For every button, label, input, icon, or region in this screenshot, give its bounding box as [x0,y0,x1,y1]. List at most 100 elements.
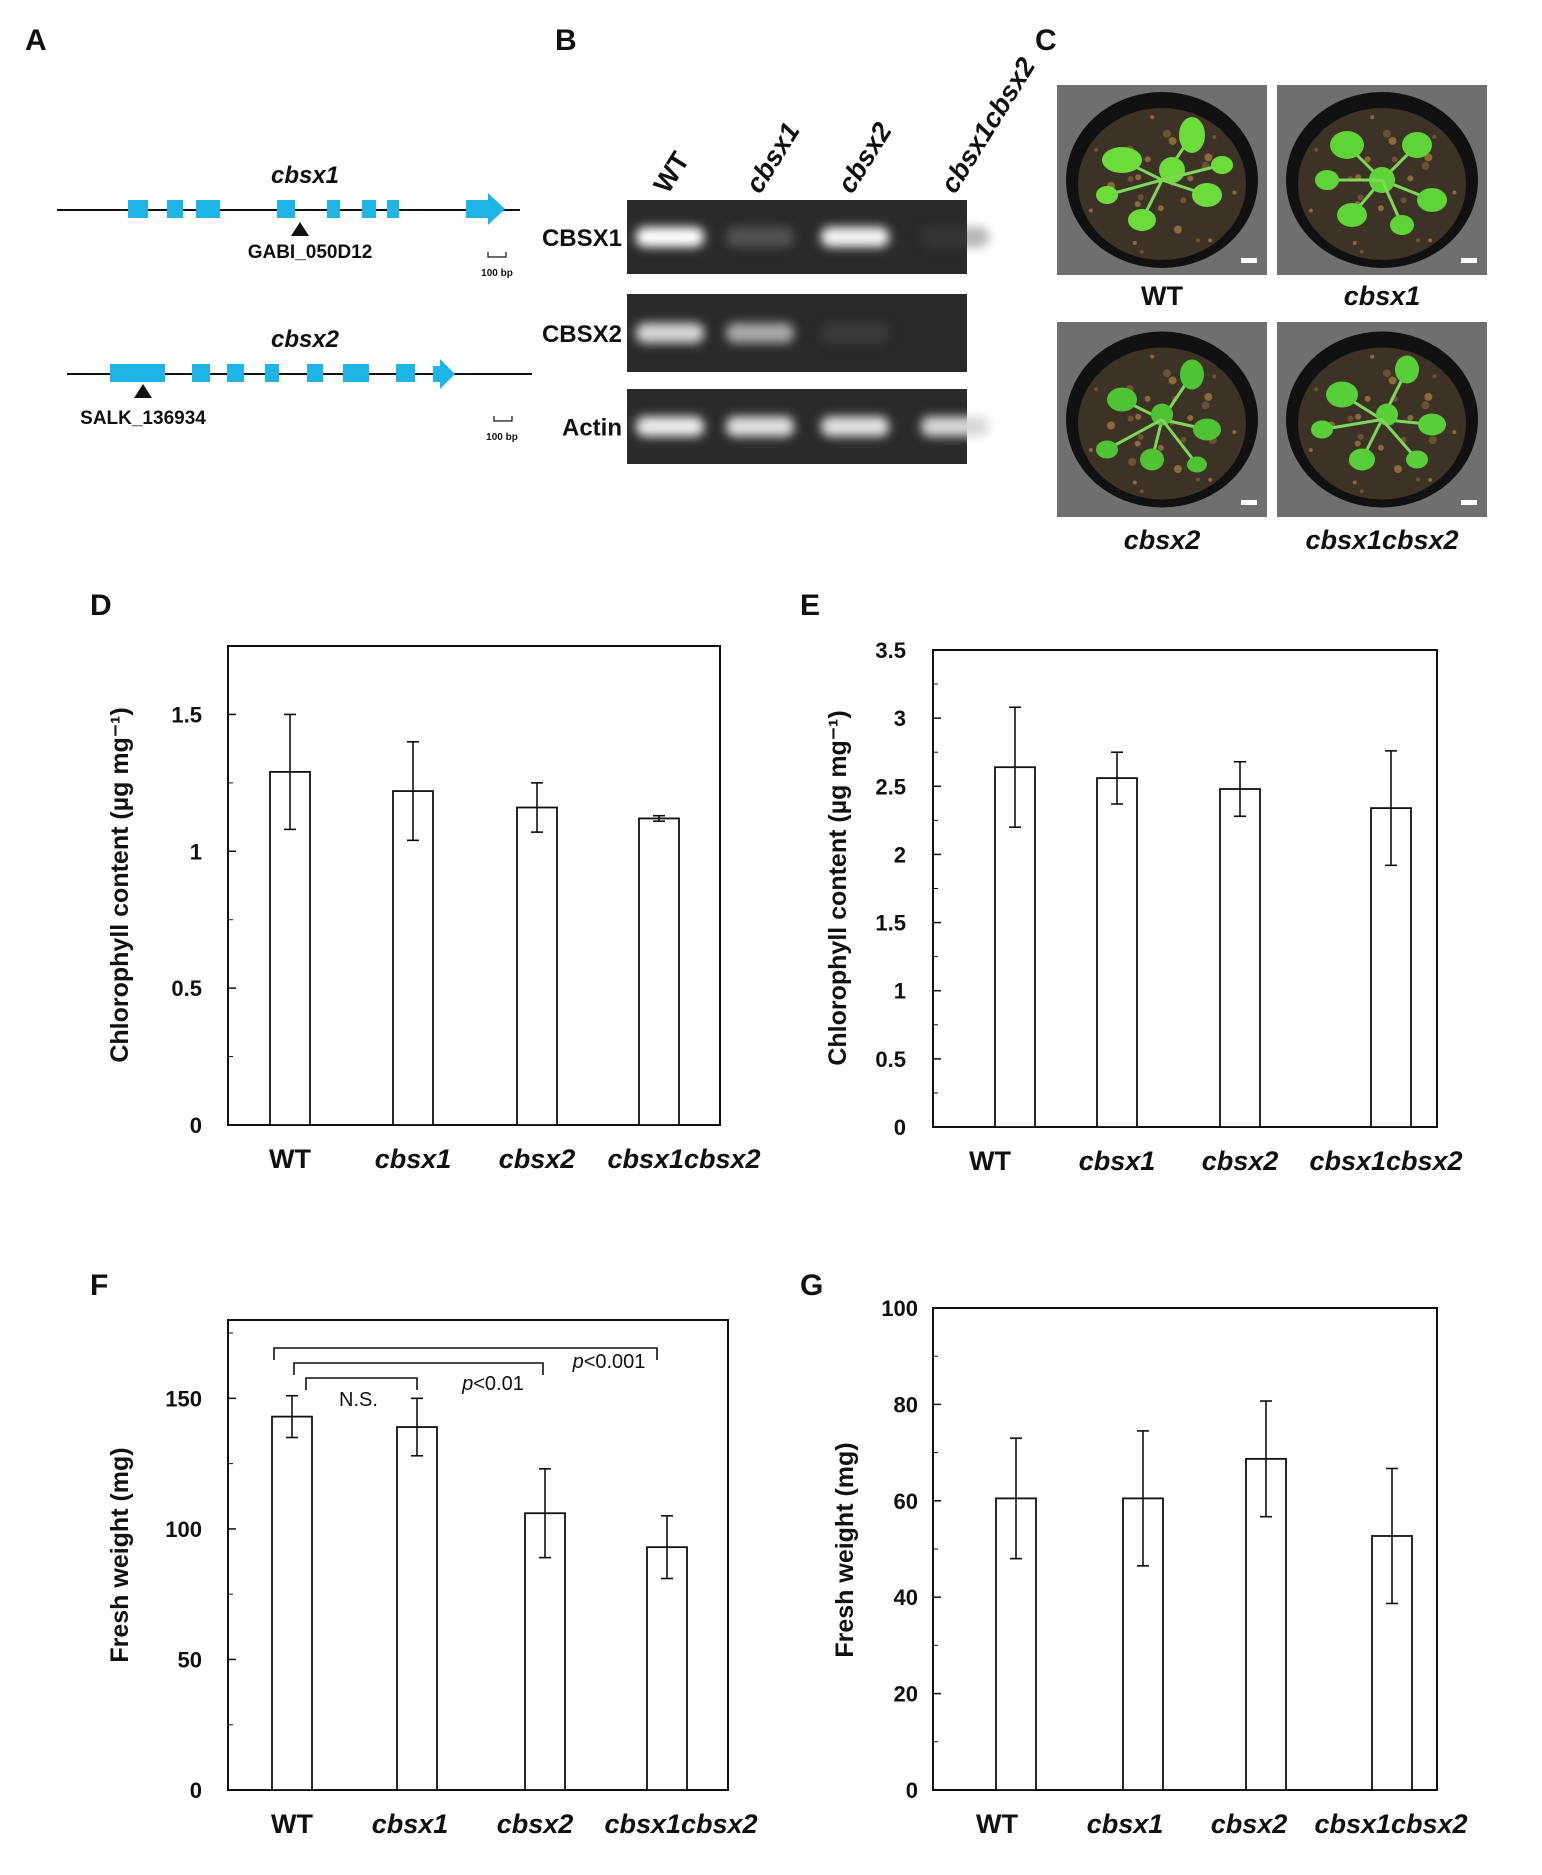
error-bar [411,1397,423,1457]
scale-bar [1461,258,1477,263]
category-label: cbsx2 [497,1809,574,1839]
soil-particle [1424,392,1433,401]
soil-particle [1377,444,1384,451]
leaf [1376,403,1398,426]
soil-particle [1432,134,1437,139]
soil-particle [1204,153,1213,162]
plant-label: cbsx2 [1124,525,1201,555]
soil-particle [1208,238,1213,243]
leaf [1311,420,1333,439]
category-label: WT [269,1144,311,1174]
gel-band [821,323,889,343]
soil-particle [1162,129,1171,138]
significance-label: N.S. [339,1389,378,1411]
significance-bracket: N.S. [305,1377,418,1411]
error-bar [1009,706,1021,828]
error-bar [1111,751,1123,805]
soil-particle [1127,415,1134,422]
gel-lane-label: cbsx1 [740,117,806,198]
leaf [1102,147,1142,173]
soil-particle [1187,414,1194,421]
y-tick-label: 2.5 [875,774,906,799]
soil-particle [1364,156,1371,163]
y-tick-label: 60 [894,1489,918,1514]
soil-particle [1421,401,1430,410]
soil-particle [1204,392,1213,401]
leaf [1211,156,1233,174]
bar-WT [269,771,311,1126]
gel-band [821,227,889,247]
y-tick-label: 40 [894,1585,918,1610]
y-tick-label: 0 [190,1113,202,1138]
significance-bracket: p<0.001 [273,1347,658,1373]
soil-particle [1393,464,1402,473]
panel-letter-g: G [800,1269,823,1302]
gel-band [726,227,794,247]
soil-particle [1370,115,1375,120]
gel-band [921,416,989,437]
soil-particle [1359,489,1364,494]
soil-particle [1416,238,1420,243]
error-bar [1137,1430,1149,1567]
error-bar [1234,760,1246,818]
leaf [1187,456,1207,473]
plot-frame [227,1319,729,1791]
gene-name-cbsx2: cbsx2 [271,326,340,353]
scale-bar [1461,500,1477,505]
plant-photo-cbsx1cbsx2: cbsx1cbsx2 [1277,322,1487,555]
soil-particle [1173,225,1182,234]
leaf [1395,355,1419,384]
soil-particle [1357,433,1364,440]
bar-cbsx1 [392,790,434,1126]
significance-bracket: p<0.01 [293,1362,544,1395]
error-bar [539,1468,551,1559]
y-tick-label: 2 [894,842,906,867]
bar-cbsx1 [1096,777,1138,1128]
gel-row-label: CBSX1 [542,225,622,252]
soil-particle [1208,477,1213,482]
soil-particle [1094,147,1099,152]
error-bar [286,1394,298,1439]
category-label: cbsx1cbsx2 [604,1809,757,1839]
soil-particle [1162,369,1171,378]
soil-particle [1370,354,1375,359]
soil-particle [1232,430,1237,435]
soil-particle [1388,376,1397,385]
panel-letter-a: A [25,24,47,57]
soil-particle [1088,448,1093,453]
soil-particle [1421,161,1430,170]
scale-label-cbsx2: 100 bp [486,432,518,443]
leaf [1128,209,1156,231]
gel-band [636,323,704,343]
soil-particle [1128,457,1137,466]
y-axis-label: Chlorophyll content (µg mg⁻¹) [824,710,852,1065]
y-tick-label: 0.5 [875,1047,906,1072]
leaf [1330,131,1364,159]
soil-particle [1212,134,1217,139]
significance-label: p<0.001 [572,1351,646,1373]
y-tick-label: 3.5 [875,638,906,663]
leaf [1418,413,1446,436]
soil-particle [1308,208,1313,213]
soil-particle [1407,175,1414,182]
insertion-marker-icon [134,384,152,398]
soil-particle [1359,249,1364,254]
soil-particle [1135,413,1142,420]
gel-band [636,227,704,247]
y-tick-label: 150 [165,1386,202,1411]
y-tick-label: 1.5 [875,911,906,936]
leaf [1193,418,1221,441]
soil-particle [1132,241,1137,246]
soil-particle [1168,136,1177,145]
error-bar [1385,750,1397,867]
plant-label: cbsx1cbsx2 [1305,525,1458,555]
gel-row-label: CBSX2 [542,321,622,348]
leaf [1406,450,1428,469]
insertion-label-gabi: GABI_050D12 [248,242,373,263]
bar-cbsx2 [516,806,558,1126]
y-tick-label: 0 [190,1778,202,1803]
y-tick-label: 80 [894,1392,918,1417]
leaf [1096,186,1118,204]
bar-cbsx1cbsx2 [646,1546,688,1791]
error-bar [653,814,665,822]
